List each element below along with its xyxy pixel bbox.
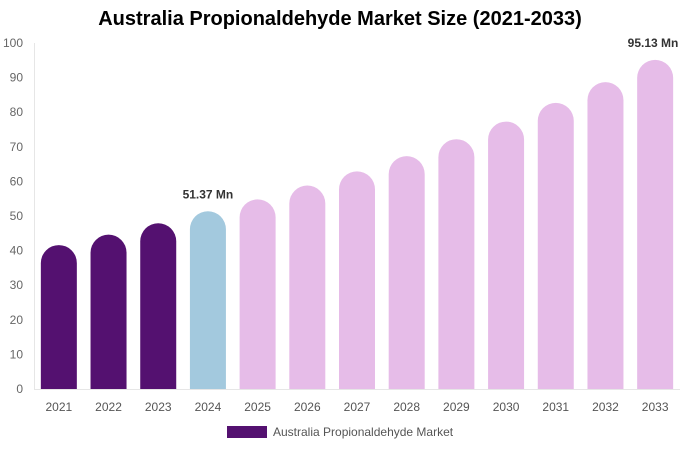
bar-2031 — [537, 102, 574, 389]
y-tick-label: 10 — [10, 347, 24, 361]
x-tick-label: 2029 — [443, 400, 470, 414]
legend-swatch — [227, 426, 267, 438]
x-tick-label: 2023 — [145, 400, 172, 414]
x-tick-label: 2025 — [244, 400, 271, 414]
legend-label: Australia Propionaldehyde Market — [273, 425, 454, 439]
bar-2024 — [189, 211, 226, 389]
x-tick-label: 2021 — [45, 400, 72, 414]
bar-2023 — [140, 223, 177, 389]
x-tick-label: 2022 — [95, 400, 122, 414]
x-tick-label: 2028 — [393, 400, 420, 414]
y-tick-label: 40 — [10, 244, 24, 258]
bar-2032 — [587, 82, 624, 390]
bar-2033 — [637, 59, 674, 390]
y-tick-label: 0 — [16, 382, 23, 396]
legend: Australia Propionaldehyde Market — [227, 425, 453, 439]
bar-2026 — [289, 185, 326, 389]
bar-2028 — [388, 156, 425, 389]
x-tick-label: 2031 — [542, 400, 569, 414]
bar-2022 — [90, 234, 127, 389]
x-tick-label: 2032 — [592, 400, 619, 414]
bar-2025 — [239, 199, 276, 389]
data-label: 51.37 Mn — [183, 187, 234, 201]
y-tick-label: 50 — [10, 209, 24, 223]
y-tick-label: 70 — [10, 140, 24, 154]
x-tick-label: 2027 — [344, 400, 371, 414]
x-tick-label: 2024 — [195, 400, 222, 414]
y-tick-label: 80 — [10, 105, 24, 119]
x-tick-label: 2026 — [294, 400, 321, 414]
bar-2029 — [438, 139, 475, 389]
chart-title: Australia Propionaldehyde Market Size (2… — [98, 8, 582, 30]
bar-2027 — [339, 171, 375, 389]
y-tick-label: 60 — [10, 174, 24, 188]
x-tick-label: 2033 — [642, 400, 669, 414]
bar-2030 — [488, 121, 525, 389]
y-tick-label: 90 — [10, 71, 24, 85]
data-label: 95.13 Mn — [628, 36, 679, 50]
y-tick-label: 30 — [10, 278, 24, 292]
y-tick-label: 100 — [3, 36, 23, 50]
bar-2021 — [40, 245, 77, 389]
x-tick-label: 2030 — [493, 400, 520, 414]
y-tick-label: 20 — [10, 313, 24, 327]
